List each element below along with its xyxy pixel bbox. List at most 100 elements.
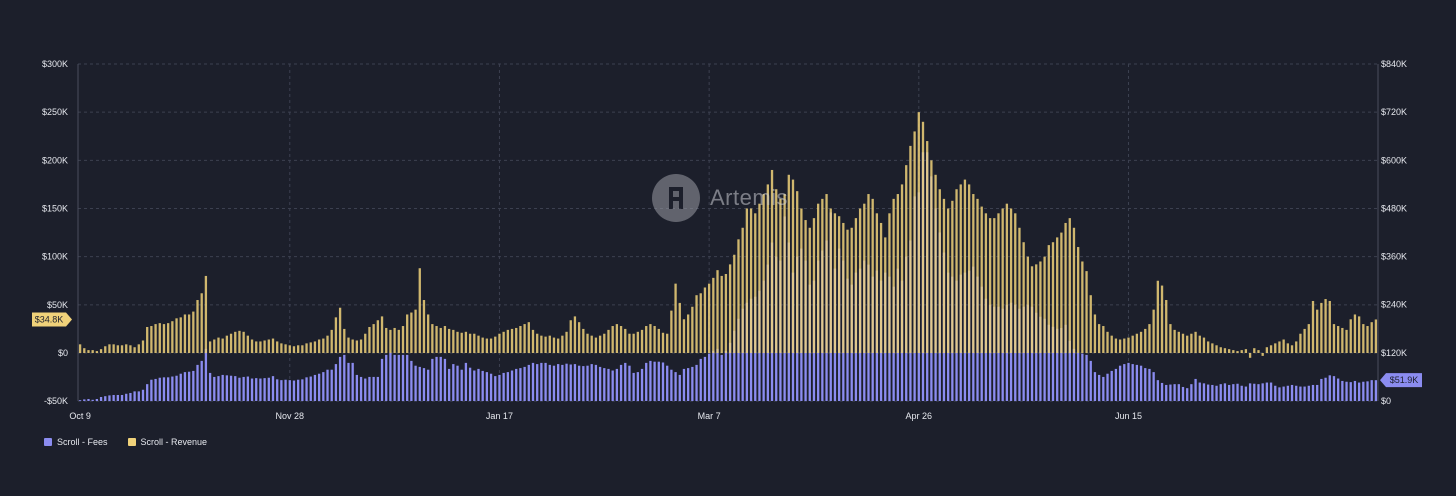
fees-bar — [1253, 383, 1256, 401]
x-tick-label: Mar 7 — [698, 411, 721, 421]
fees-bar — [150, 379, 153, 401]
fees-bar — [1374, 380, 1378, 401]
revenue-bar — [1215, 345, 1218, 353]
fees-bar — [116, 394, 119, 401]
revenue-bar — [938, 189, 941, 353]
revenue-bar — [108, 344, 111, 353]
legend-item-fees[interactable]: Scroll - Fees — [44, 437, 108, 447]
revenue-bar — [1211, 343, 1214, 353]
revenue-bar — [598, 335, 602, 353]
revenue-bar — [452, 329, 455, 353]
fees-bar — [1039, 316, 1042, 401]
fees-bar — [632, 372, 635, 401]
revenue-bar — [724, 274, 728, 353]
fees-bar — [154, 378, 157, 401]
revenue-bar — [179, 317, 182, 353]
revenue-bar — [640, 329, 644, 353]
fees-bar — [707, 353, 711, 401]
revenue-bar — [733, 254, 736, 353]
revenue-bar — [91, 350, 94, 353]
revenue-bar — [372, 324, 375, 353]
revenue-bar — [175, 318, 178, 353]
chart-legend: Scroll - Fees Scroll - Revenue — [44, 437, 207, 447]
fees-bar — [1299, 386, 1302, 401]
revenue-bar — [1035, 264, 1038, 353]
fees-bar — [1307, 385, 1310, 401]
revenue-bar — [695, 295, 698, 353]
fees-bar — [372, 376, 375, 401]
fees-bar — [1261, 383, 1264, 401]
fees-bar — [112, 394, 115, 401]
revenue-bar — [473, 333, 476, 353]
revenue-bar — [544, 336, 547, 353]
revenue-bar — [1160, 285, 1164, 353]
revenue-bar — [217, 337, 220, 353]
fees-bar — [473, 370, 476, 401]
revenue-bar — [95, 351, 99, 353]
revenue-bar — [863, 203, 866, 353]
revenue-bar — [577, 322, 581, 353]
fees-bar — [687, 368, 690, 401]
revenue-bar — [447, 328, 451, 353]
revenue-bar — [1278, 341, 1281, 353]
revenue-bar — [959, 184, 962, 353]
revenue-bar — [896, 194, 899, 353]
revenue-bar — [607, 329, 610, 353]
revenue-bar — [1194, 331, 1197, 353]
fees-bar — [1370, 380, 1373, 401]
revenue-bar — [288, 345, 291, 353]
revenue-bar — [460, 332, 463, 353]
revenue-bar — [137, 344, 140, 353]
revenue-bar — [833, 213, 837, 353]
revenue-bar — [993, 218, 996, 353]
revenue-bar — [829, 208, 832, 353]
revenue-bar — [292, 346, 296, 353]
legend-label-revenue: Scroll - Revenue — [140, 437, 208, 447]
fees-bar — [594, 364, 598, 401]
revenue-bar — [259, 341, 262, 353]
fees-bar — [628, 365, 631, 401]
revenue-bar — [468, 333, 472, 353]
revenue-bar — [334, 317, 338, 353]
fees-bar — [200, 360, 203, 401]
left-tick-label: -$50K — [44, 396, 68, 406]
revenue-bar — [615, 324, 619, 353]
fees-bar — [359, 376, 363, 401]
fees-bar — [125, 393, 128, 401]
fees-bar — [146, 384, 149, 401]
fees-bar — [1127, 362, 1130, 401]
fees-bar — [1198, 382, 1201, 401]
revenue-bar — [691, 306, 694, 353]
revenue-bar — [917, 112, 920, 354]
fees-bar — [1102, 376, 1105, 401]
revenue-bar — [1068, 218, 1071, 353]
fees-bar — [724, 350, 728, 401]
fees-bar — [1123, 364, 1126, 401]
revenue-bar — [1198, 335, 1201, 353]
revenue-bar — [271, 338, 275, 353]
fees-bar — [221, 374, 224, 401]
revenue-bar — [770, 169, 774, 353]
fees-bar — [468, 367, 472, 401]
fees-bar — [158, 377, 161, 401]
revenue-bar — [846, 229, 849, 353]
revenue-bar — [1139, 331, 1143, 353]
revenue-bar — [192, 311, 195, 353]
revenue-bar — [888, 213, 891, 353]
right-axis-ticks: $0 $120K $240K $360K $480K $600K $720K $840K — [1381, 59, 1407, 406]
revenue-bar — [234, 331, 237, 353]
revenue-bar — [661, 332, 665, 353]
x-tick-label: Nov 28 — [276, 411, 305, 421]
fees-bar — [1106, 373, 1109, 401]
fees-bar — [1202, 383, 1206, 401]
fees-bar — [1357, 382, 1361, 401]
revenue-bar — [1026, 256, 1029, 353]
fees-bar — [1236, 383, 1239, 401]
revenue-bar — [972, 194, 975, 353]
revenue-bar — [1144, 328, 1147, 353]
fees-bar — [1135, 364, 1139, 401]
revenue-bar — [1102, 326, 1105, 353]
fees-bar — [1173, 384, 1176, 401]
legend-item-revenue[interactable]: Scroll - Revenue — [127, 437, 208, 447]
fees-bar — [108, 395, 111, 401]
